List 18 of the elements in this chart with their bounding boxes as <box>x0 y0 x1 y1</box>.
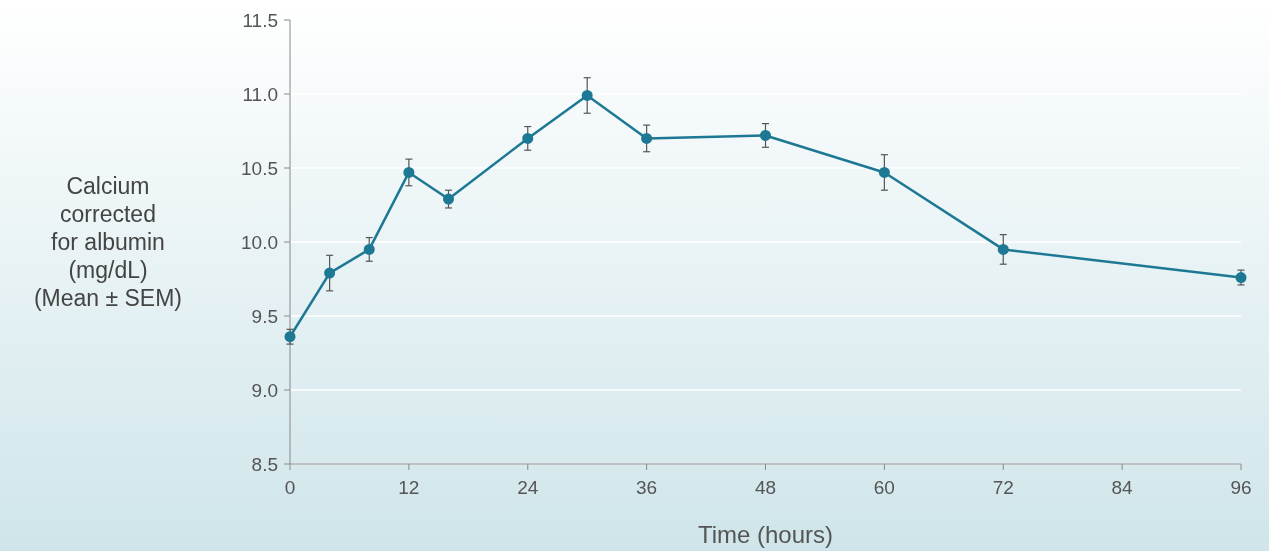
y-tick-label: 10.5 <box>241 157 278 179</box>
x-tick-label: 36 <box>636 477 658 498</box>
x-axis-title: Time (hours) <box>697 521 834 548</box>
x-tick-label: 84 <box>1111 477 1134 498</box>
x-tick-label: 12 <box>398 477 420 498</box>
y-tick-label: 9.5 <box>251 305 278 327</box>
x-tick-label: 60 <box>873 477 895 498</box>
y-tick-label: 8.5 <box>251 453 278 475</box>
x-tick-label: 0 <box>284 477 296 498</box>
x-tick-label: 72 <box>992 477 1014 498</box>
x-tick-label: 96 <box>1230 477 1252 498</box>
y-tick-label: 11.5 <box>242 9 278 31</box>
y-tick-label: 11.0 <box>242 83 278 105</box>
y-axis-title: Calcium corrected for albumin (mg/dL) (Mean ± SEM) <box>33 173 183 312</box>
y-tick-label: 9.0 <box>251 379 278 401</box>
x-tick-label: 48 <box>754 477 777 498</box>
y-tick-label: 10.0 <box>241 231 278 253</box>
x-tick-label: 24 <box>517 477 539 498</box>
